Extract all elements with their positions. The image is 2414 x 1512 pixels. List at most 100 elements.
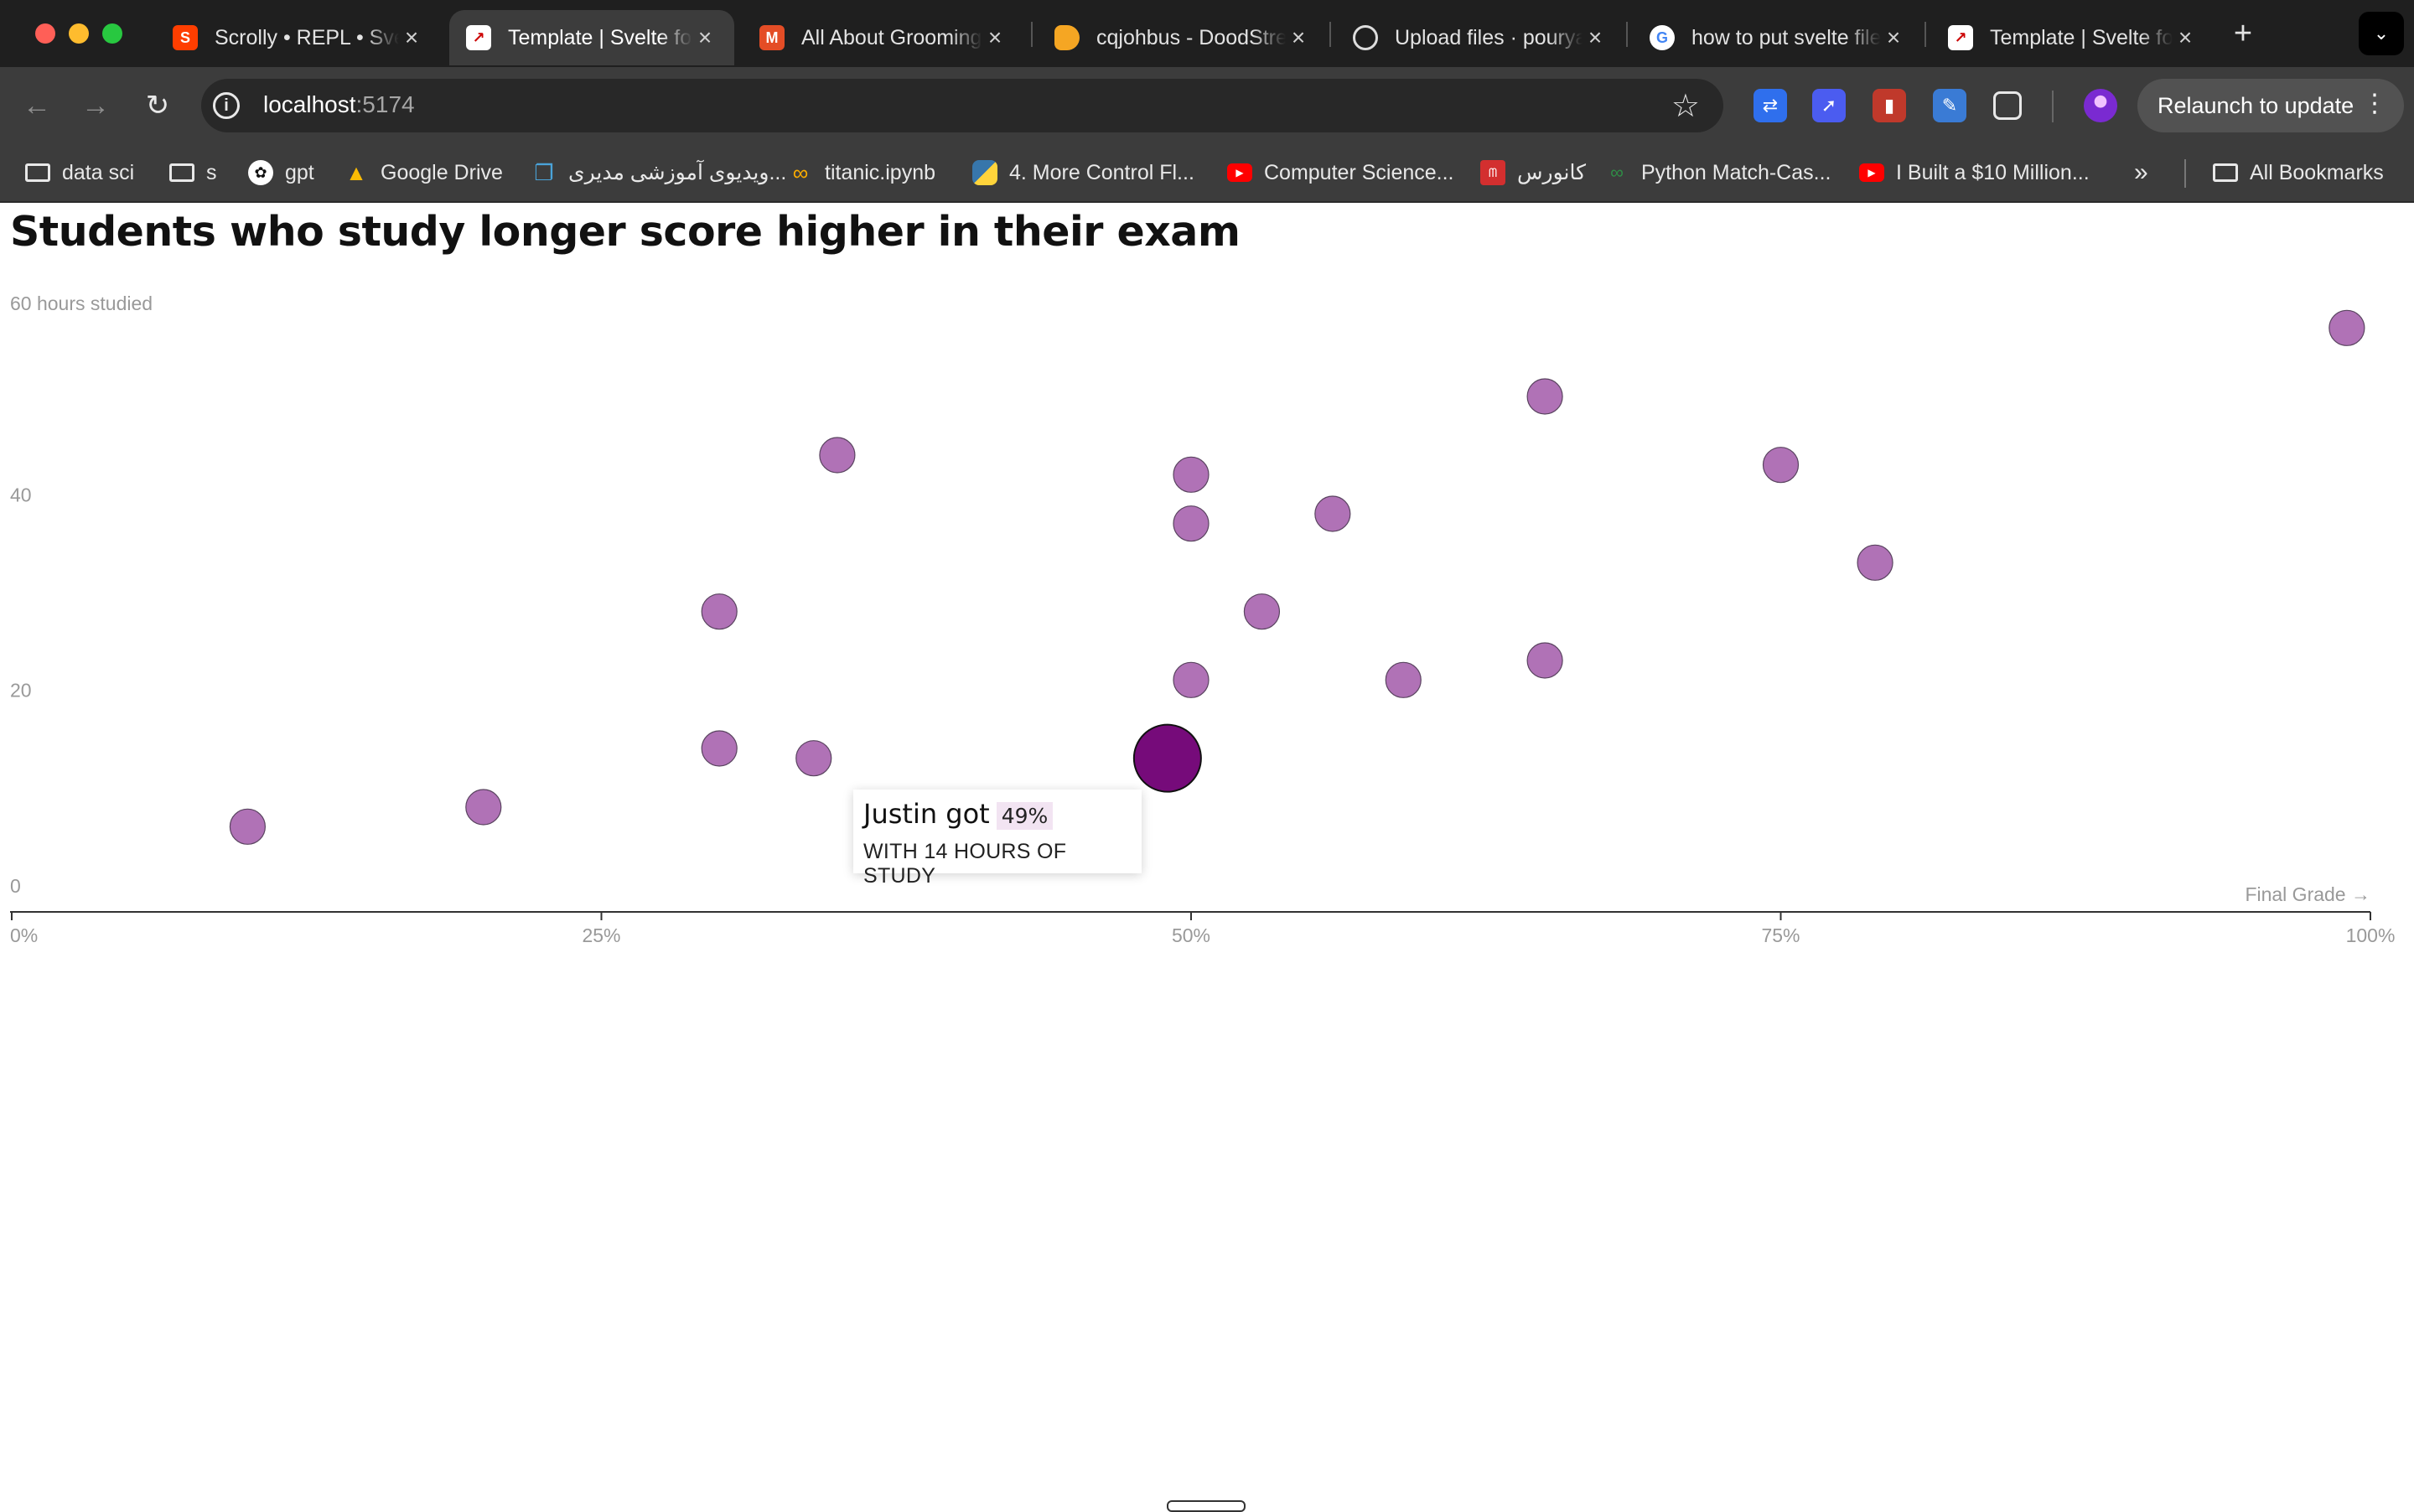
x-tick-label: 50% xyxy=(1172,924,1210,946)
bookmark-converse[interactable]: ᗰ کانورس xyxy=(1480,156,1586,189)
bookmark-star-icon[interactable]: ☆ xyxy=(1671,89,1700,124)
close-icon[interactable]: × xyxy=(2178,24,2193,50)
data-point[interactable] xyxy=(701,593,738,630)
tab-scrolly-repl[interactable]: S Scrolly • REPL • Svelte × xyxy=(156,10,441,65)
tab-template-svelte-2[interactable]: ↗ Template | Svelte for data visualizati… xyxy=(1931,10,2215,65)
chart-emoji-icon: ↗ xyxy=(1948,25,1973,50)
tab-title: Template | Svelte for data visualization xyxy=(508,25,692,49)
more-menu-icon[interactable]: ⋮ xyxy=(2362,90,2387,117)
bookmark-10-million[interactable]: ▶ I Built a $10 Million... xyxy=(1859,156,2090,189)
close-icon[interactable]: × xyxy=(1588,24,1603,50)
bookmark-data-sci[interactable]: data sci xyxy=(25,156,134,189)
back-button[interactable]: ← xyxy=(23,90,51,122)
x-tick-label: 75% xyxy=(1761,924,1800,946)
data-point[interactable] xyxy=(819,437,856,474)
tab-github-upload[interactable]: Upload files · pourya × xyxy=(1336,10,1624,65)
bookmark-control-flow[interactable]: 4. More Control Fl... xyxy=(972,156,1194,189)
youtube-icon: ▶ xyxy=(1859,163,1884,182)
url-text[interactable]: localhost:5174 xyxy=(263,91,415,118)
data-point[interactable] xyxy=(1243,593,1281,630)
python-icon xyxy=(972,160,997,185)
x-tick-label: 0% xyxy=(10,924,38,946)
data-point[interactable] xyxy=(701,730,738,767)
data-point[interactable] xyxy=(1762,447,1800,484)
converse-icon: ᗰ xyxy=(1480,160,1505,185)
tab-separator xyxy=(1329,22,1331,47)
extensions-puzzle-icon[interactable] xyxy=(1993,91,2022,120)
close-icon[interactable]: × xyxy=(404,24,419,50)
scroll-indicator[interactable] xyxy=(1167,1500,1246,1512)
data-point[interactable] xyxy=(229,808,266,845)
forward-button[interactable]: → xyxy=(81,90,110,122)
all-bookmarks-button[interactable]: All Bookmarks xyxy=(2213,156,2384,189)
svelte-icon: S xyxy=(173,25,198,50)
data-point[interactable] xyxy=(795,740,832,777)
bookmark-gpt[interactable]: ✿ gpt xyxy=(248,156,314,189)
extension-pen-icon[interactable]: ✎ xyxy=(1933,89,1966,122)
new-tab-button[interactable]: + xyxy=(2233,16,2253,51)
data-point[interactable] xyxy=(2329,309,2365,346)
data-point[interactable] xyxy=(1526,378,1563,415)
bookmark-google-drive[interactable]: ▲ Google Drive xyxy=(344,156,503,189)
x-tick-label: 25% xyxy=(582,924,620,946)
extension-arrow-icon[interactable]: ➚ xyxy=(1812,89,1846,122)
reload-button[interactable]: ↻ xyxy=(145,90,170,122)
close-icon[interactable]: × xyxy=(1886,24,1901,50)
url-host: localhost xyxy=(263,91,356,117)
bookmark-label: titanic.ipynb xyxy=(825,160,936,184)
bookmark-s[interactable]: s xyxy=(169,156,217,189)
bookmark-label: Computer Science... xyxy=(1264,160,1454,184)
tab-title: cqjohbus - DoodStream xyxy=(1096,25,1286,49)
address-bar[interactable]: i localhost:5174 ☆ xyxy=(201,79,1723,132)
relaunch-label: Relaunch to update xyxy=(2158,92,2354,118)
folder-icon xyxy=(169,163,194,182)
data-point[interactable] xyxy=(1526,642,1563,679)
y-tick-label: 20 xyxy=(10,680,32,702)
data-point[interactable] xyxy=(1314,495,1351,532)
tab-title: how to put svelte files xyxy=(1691,25,1881,49)
tab-search-button[interactable]: ⌄ xyxy=(2359,12,2404,55)
tab-all-about-grooming[interactable]: M All About Grooming × xyxy=(743,10,1024,65)
extension-translate-icon[interactable]: ⇄ xyxy=(1754,89,1787,122)
book-icon: ❐ xyxy=(534,159,554,185)
data-point-highlighted[interactable] xyxy=(1132,723,1202,793)
data-point[interactable] xyxy=(1173,505,1210,542)
colab-icon: ∞ xyxy=(792,159,809,185)
close-window-button[interactable] xyxy=(35,23,55,44)
close-icon[interactable]: × xyxy=(1291,24,1306,50)
data-point-tooltip: Justin got 49% WITH 14 HOURS OF STUDY xyxy=(853,790,1142,888)
bookmark-titanic[interactable]: ∞ titanic.ipynb xyxy=(788,156,935,189)
data-point[interactable] xyxy=(1385,661,1422,698)
data-point[interactable] xyxy=(1173,661,1210,698)
folder-icon xyxy=(2213,163,2238,182)
all-bookmarks-label: All Bookmarks xyxy=(2250,160,2384,184)
minimize-window-button[interactable] xyxy=(69,23,89,44)
site-info-icon[interactable]: i xyxy=(213,92,240,119)
bookmark-video-course[interactable]: ❐ ویدیوی آموزشی مدیری... xyxy=(531,156,786,189)
y-tick-label: 40 xyxy=(10,484,32,505)
bookmark-python-match[interactable]: ∞ Python Match-Cas... xyxy=(1604,156,1831,189)
tab-title: Scrolly • REPL • Svelte xyxy=(215,25,399,49)
bookmark-label: s xyxy=(206,160,217,184)
tab-doodstream[interactable]: cqjohbus - DoodStream × xyxy=(1038,10,1328,65)
tab-google-search[interactable]: G how to put svelte files × xyxy=(1633,10,1923,65)
youtube-icon: ▶ xyxy=(1227,163,1252,182)
relaunch-button[interactable]: Relaunch to update ⋮ xyxy=(2137,79,2404,132)
more-bookmarks-chevron-icon[interactable]: » xyxy=(2134,158,2148,186)
fullscreen-window-button[interactable] xyxy=(102,23,122,44)
data-point[interactable] xyxy=(1857,544,1893,581)
bookmark-computer-science[interactable]: ▶ Computer Science... xyxy=(1227,156,1454,189)
close-icon[interactable]: × xyxy=(987,24,1002,50)
tooltip-name: Justin got xyxy=(863,798,990,830)
profile-avatar[interactable] xyxy=(2084,89,2117,122)
data-point[interactable] xyxy=(465,789,502,826)
tab-separator xyxy=(1626,22,1628,47)
tab-template-svelte[interactable]: ↗ Template | Svelte for data visualizati… xyxy=(449,10,734,65)
github-icon xyxy=(1353,25,1378,50)
data-point[interactable] xyxy=(1173,456,1210,493)
bookmark-label: Google Drive xyxy=(381,160,503,184)
extension-book-icon[interactable]: ▮ xyxy=(1873,89,1906,122)
close-icon[interactable]: × xyxy=(697,24,712,50)
x-axis-label: Final Grade → xyxy=(2245,883,2370,905)
tab-separator xyxy=(1031,22,1033,47)
